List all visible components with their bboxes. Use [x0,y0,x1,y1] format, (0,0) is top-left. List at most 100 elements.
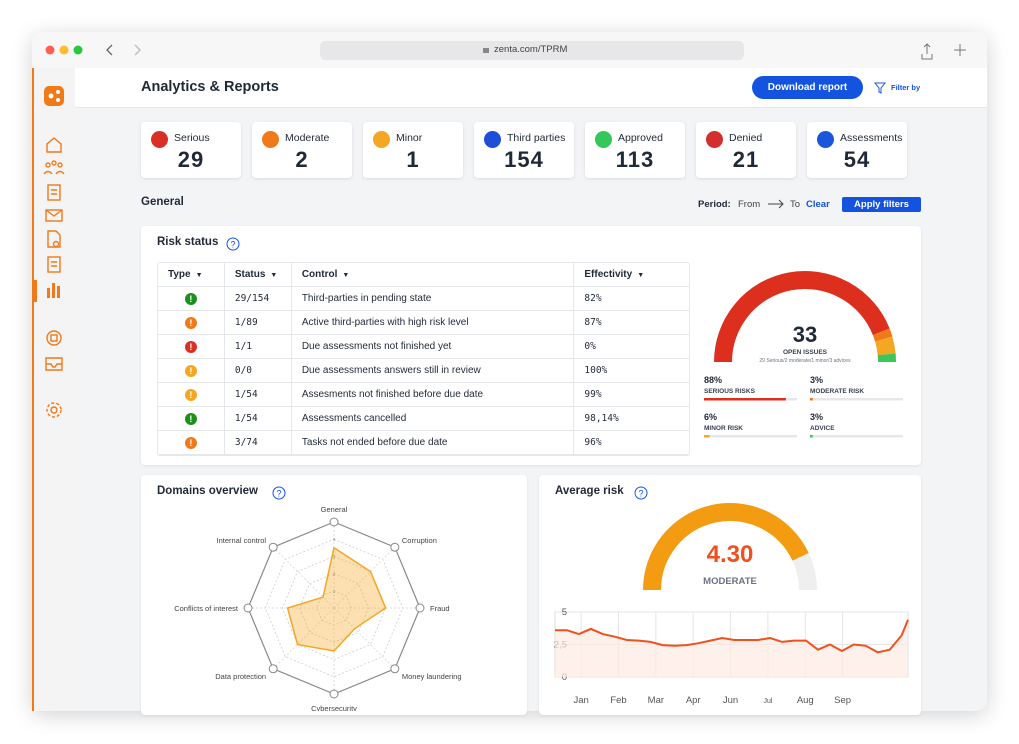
status-cell: 1/54 [224,382,292,407]
stat-icon [484,131,501,148]
panel-title: Risk status [157,236,219,248]
svg-text:?: ? [276,489,281,499]
table-row: ! 1/89 Active third-parties with high risk… [158,310,689,335]
toolbar: zenta.com/TPRM [32,32,987,69]
sidebar [32,68,75,711]
sort-icon: ▼ [195,272,203,279]
gauge-level: MODERATE [703,576,757,587]
control-cell: Assesments not finished before due date [291,382,575,407]
radar-chart: 12345GeneralCorruptionFraudMoney launder… [174,505,462,711]
gauge-segment [872,328,893,342]
column-header: Control ▼ [291,263,575,287]
clear-link[interactable]: Clear [806,199,830,210]
radar-label: Fraud [430,604,450,613]
sidebar-icons [34,86,65,418]
radar-vertex [268,542,278,552]
sort-icon: ▼ [270,272,278,279]
risk-table-wrap: Type ▼ Status ▼ Control ▼ Effectivity ▼! 29/154 T… [157,262,690,456]
metric-bar [810,435,813,438]
effectivity-cell: 96% [573,430,689,455]
stat-value: 2 [295,147,309,172]
radar-ring [299,573,369,643]
gauge-value: 33 [793,322,817,347]
period-from[interactable]: From [738,199,761,210]
metric-name: MODERATE RISK [810,388,864,395]
control-cell: Tasks not ended before due date [291,430,575,455]
control-cell: Due assessments answers still in review [291,358,575,383]
apply-button[interactable]: Apply filters [842,197,921,212]
table-row: ! 1/54 Assesments not finished before due … [158,382,689,407]
sort-icon: ▼ [637,272,645,279]
stat-label: Minor [396,132,423,144]
y-tick-label: 0 [562,672,567,683]
type-icon: ! [184,364,197,377]
stat-value: 21 [732,147,760,172]
type-icon: ! [184,436,197,449]
metric-bar [704,398,786,401]
filter-link[interactable]: Filter by [891,83,921,92]
radar-tick-label: 4 [333,537,336,542]
type-cell: ! [158,430,225,455]
column-label: Status [234,269,266,280]
column-label: Type [168,269,191,280]
stat-value: 1 [406,147,420,172]
radar-vertex [268,664,278,674]
table-row: ! 3/74 Tasks not ended before due date 96% [158,430,689,455]
stat-card: Third parties 154 [474,122,574,178]
table-row: ! 1/54 Assessments cancelled 98,14% [158,406,689,431]
help-icon[interactable]: ? [272,486,286,500]
risk-table: Type ▼ Status ▼ Control ▼ Effectivity ▼! 29/154 T… [158,263,689,455]
radar-area [286,546,387,652]
radar-tick-label: 2 [333,572,336,577]
arrow-icon [768,199,784,209]
status-cell: 1/54 [224,406,292,431]
radar-label: Data protection [215,672,266,681]
period-to[interactable]: To [790,199,801,210]
stat-icon [706,131,723,148]
radar-tick-label: 1 [333,589,336,594]
type-icon: ! [184,316,197,329]
radar-label: Cybersecurity [311,704,357,711]
radar-vertex [415,603,425,613]
gauge-fill [643,503,809,591]
radar-label: Money laundering [402,672,462,681]
stat-value: 54 [843,147,871,172]
column-label: Control [301,269,338,280]
help-icon[interactable]: ? [226,237,240,251]
page-title: Analytics & Reports [141,79,279,95]
help-icon[interactable]: ? [634,486,648,500]
control-cell: Due assessments not finished yet [291,334,575,359]
x-tick-label: Mar [648,695,664,706]
type-icon: ! [184,292,197,305]
type-icon: ! [184,388,197,401]
metric-value: 3% [810,412,823,422]
stat-value: 154 [504,147,544,172]
stat-label: Moderate [285,132,330,144]
stat-card: Assessments 54 [807,122,907,178]
table-row: ! 29/154 Third-parties in pending state 82% [158,286,689,311]
stat-value: 113 [615,147,655,172]
metric-value: 88% [704,375,722,385]
metric-bar [810,398,813,401]
status-cell: 29/154 [224,286,292,311]
y-tick-label: 5 [562,607,567,618]
effectivity-cell: 100% [573,358,689,383]
download-button[interactable]: Download report [752,76,863,99]
effectivity-cell: 87% [573,310,689,335]
status-cell: 3/74 [224,430,292,455]
status-cell: 1/89 [224,310,292,335]
metric-value: 6% [704,412,717,422]
panel-title: Average risk [555,485,624,497]
gauge-label: OPEN ISSUES [783,349,828,356]
radar-vertex [390,542,400,552]
metric-name: MINOR RISK [704,425,743,432]
radar-vertex [390,664,400,674]
stat-card: Minor 1 [363,122,463,178]
radar-label: Conflicts of interest [174,604,239,613]
effectivity-cell: 0% [573,334,689,359]
stat-value: 29 [177,147,205,172]
x-tick-label: Apr [686,695,701,706]
sort-icon: ▼ [342,272,350,279]
status-cell: 0/0 [224,358,292,383]
stat-label: Approved [618,132,663,144]
